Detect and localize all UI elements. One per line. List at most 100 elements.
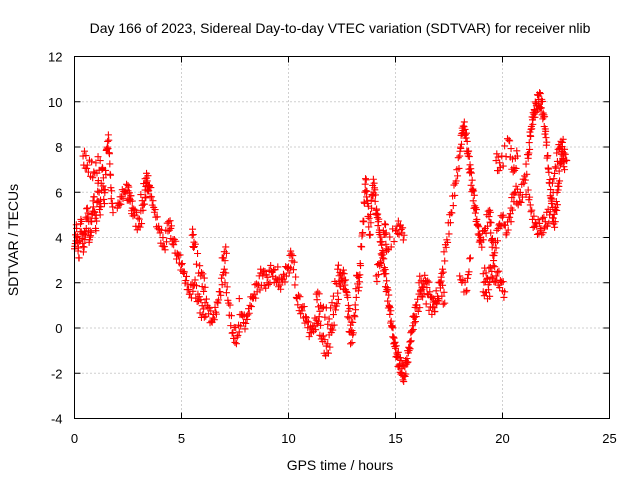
data-point-fill	[506, 210, 514, 218]
data-point-fill	[165, 226, 173, 234]
data-point-fill	[281, 278, 289, 286]
data-point-fill	[504, 226, 512, 234]
data-point-fill	[460, 118, 468, 126]
data-point-fill	[464, 274, 472, 282]
data-point-fill	[526, 145, 534, 153]
data-point-fill	[507, 145, 515, 153]
data-point	[302, 313, 310, 321]
data-point	[178, 261, 185, 269]
data-point-fill	[528, 125, 536, 133]
data-point-fill	[125, 183, 133, 191]
data-point-fill	[228, 329, 236, 337]
data-point-fill	[200, 274, 208, 282]
data-point-fill	[356, 271, 364, 279]
data-point-fill	[406, 345, 414, 353]
x-tick-label: 20	[495, 431, 509, 446]
data-point-fill	[389, 324, 397, 332]
data-point-fill	[283, 263, 291, 271]
data-point	[381, 220, 389, 228]
data-point-fill	[561, 145, 569, 153]
data-point-fill	[397, 225, 405, 233]
data-point-fill	[78, 217, 86, 225]
data-point-fill	[371, 186, 379, 194]
data-point-fill	[88, 158, 96, 166]
data-point-fill	[466, 255, 474, 263]
data-point-fill	[422, 300, 430, 308]
data-point-fill	[480, 292, 488, 300]
data-point	[466, 254, 474, 262]
data-point	[488, 267, 496, 275]
data-point-fill	[340, 277, 348, 285]
data-point-fill	[394, 348, 402, 356]
data-point	[325, 315, 333, 323]
data-point-fill	[394, 217, 402, 225]
data-point-fill	[79, 248, 87, 256]
data-point	[83, 204, 91, 212]
data-point-fill	[448, 209, 456, 217]
data-point-fill	[434, 296, 442, 304]
y-tick-label: -4	[51, 412, 63, 427]
data-point-fill	[197, 296, 205, 304]
data-point-fill	[144, 172, 152, 180]
data-point-fill	[94, 187, 102, 195]
data-point	[88, 218, 96, 226]
data-point	[222, 249, 230, 257]
data-point-fill	[163, 238, 171, 246]
data-point-fill	[553, 206, 561, 214]
data-point-fill	[534, 216, 542, 224]
data-point-fill	[317, 321, 325, 329]
data-point-fill	[332, 280, 340, 288]
data-point-fill	[294, 301, 302, 309]
data-point-fill	[377, 260, 385, 268]
data-point-fill	[518, 193, 526, 201]
data-point	[516, 197, 524, 205]
data-point-fill	[470, 187, 478, 195]
data-point-fill	[209, 314, 217, 322]
data-point-fill	[386, 310, 394, 318]
data-point-fill	[548, 179, 556, 187]
data-point-fill	[334, 295, 342, 303]
data-point-fill	[326, 343, 334, 351]
data-point-fill	[300, 303, 308, 311]
data-point-fill	[545, 219, 553, 227]
data-point-fill	[173, 255, 181, 263]
data-point-fill	[210, 316, 218, 324]
data-point	[505, 136, 513, 144]
data-point	[351, 313, 359, 321]
data-point-fill	[528, 206, 536, 214]
data-point-fill	[83, 164, 91, 172]
data-point-fill	[329, 311, 337, 319]
x-tick-label: 10	[281, 431, 295, 446]
data-point-fill	[129, 212, 137, 220]
data-points	[71, 89, 571, 386]
data-point-fill	[176, 251, 184, 259]
data-point-fill	[344, 313, 352, 321]
data-point-fill	[495, 267, 503, 275]
data-point-fill	[439, 300, 447, 308]
data-point-fill	[469, 197, 477, 205]
data-point-fill	[107, 171, 115, 179]
data-point-fill	[437, 277, 445, 285]
data-point-fill	[474, 221, 482, 229]
data-point-fill	[552, 164, 560, 172]
data-point	[165, 218, 173, 226]
data-point	[406, 338, 414, 346]
data-point-fill	[302, 314, 310, 322]
data-point-fill	[379, 246, 387, 254]
data-point	[441, 299, 449, 307]
data-point-fill	[556, 177, 564, 185]
data-point-fill	[324, 349, 332, 357]
data-point-fill	[247, 303, 255, 311]
data-point-fill	[551, 163, 559, 171]
data-point	[501, 288, 509, 296]
data-point	[492, 157, 500, 165]
data-point-fill	[388, 322, 396, 330]
data-point-fill	[199, 270, 207, 278]
data-point-fill	[439, 268, 447, 276]
data-point-fill	[512, 182, 520, 190]
data-point-fill	[546, 208, 554, 216]
data-point-fill	[93, 217, 101, 225]
data-point-fill	[486, 208, 494, 216]
data-point-fill	[99, 182, 107, 190]
